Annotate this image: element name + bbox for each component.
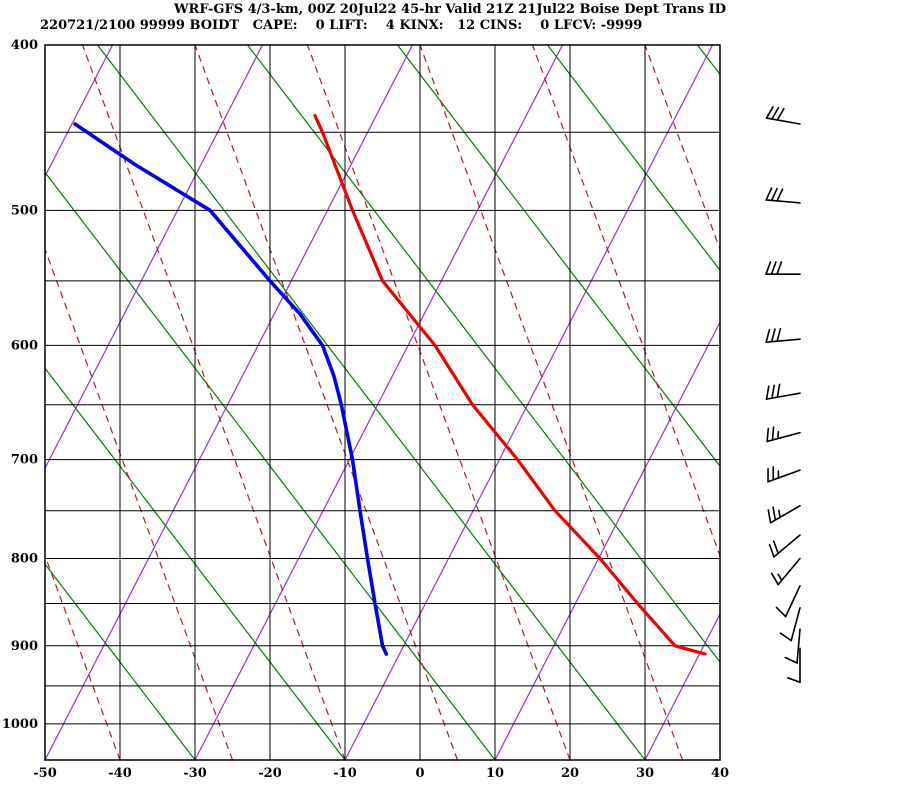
axis-labels: 400 500 600 700 800 900 1000 -50 -40 -30 -20 -10 0 10… <box>2 38 729 781</box>
pressure-tick-label: 400 <box>11 38 38 53</box>
pressure-tick-label: 600 <box>11 338 38 353</box>
temperature-curve <box>313 113 707 656</box>
pressure-tick-label: 500 <box>11 203 38 218</box>
temperature-tick-label: -20 <box>258 766 282 781</box>
temperature-tick-label: 10 <box>486 766 504 781</box>
background-lines <box>45 45 720 760</box>
pressure-tick-label: 900 <box>11 639 38 654</box>
pressure-tick-label: 700 <box>11 453 38 468</box>
dewpoint-curve <box>73 122 389 656</box>
temperature-tick-label: 20 <box>561 766 579 781</box>
station-indices-line: 220721/2100 99999 BOIDT CAPE: 0 LIFT: 4 … <box>40 18 643 33</box>
pressure-tick-label: 800 <box>11 552 38 567</box>
pressure-tick-label: 1000 <box>2 717 38 732</box>
grid <box>44 44 721 761</box>
wind-barbs <box>765 106 801 684</box>
temperature-tick-label: 0 <box>415 766 424 781</box>
chart-title: WRF-GFS 4/3-km, 00Z 20Jul22 45-hr Valid … <box>173 2 727 17</box>
temperature-tick-label: 40 <box>711 766 729 781</box>
temperature-tick-label: -40 <box>108 766 132 781</box>
temperature-tick-label: -10 <box>333 766 357 781</box>
temperature-tick-label: -50 <box>33 766 57 781</box>
temperature-tick-label: 30 <box>636 766 654 781</box>
temperature-tick-label: -30 <box>183 766 207 781</box>
